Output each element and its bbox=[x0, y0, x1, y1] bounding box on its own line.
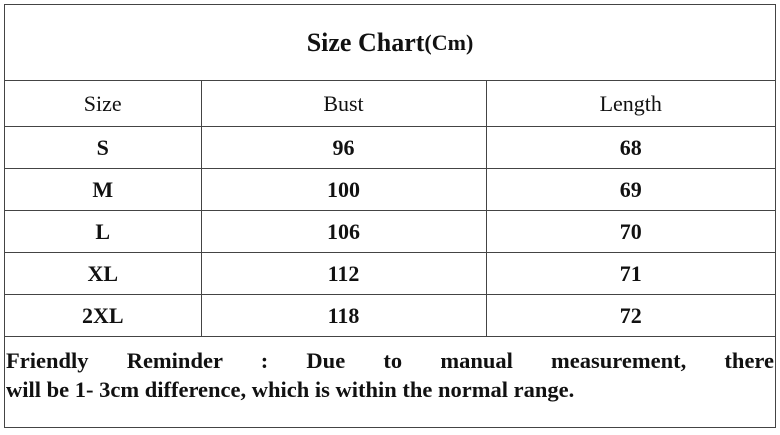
table-row: 2XL 118 72 bbox=[5, 294, 775, 337]
cell-bust: 112 bbox=[200, 252, 487, 295]
header-row: Size Bust Length bbox=[5, 81, 775, 127]
chart-title: Size Chart (Cm) bbox=[5, 5, 775, 81]
header-bust: Bust bbox=[200, 81, 487, 127]
cell-length: 68 bbox=[485, 126, 775, 169]
cell-size: 2XL bbox=[5, 294, 202, 337]
reminder-line-1: Friendly Reminder : Due to manual measur… bbox=[6, 348, 774, 373]
cell-length: 71 bbox=[485, 252, 775, 295]
title-text: Size Chart bbox=[306, 27, 425, 57]
cell-bust: 106 bbox=[200, 210, 487, 253]
cell-size: XL bbox=[5, 252, 202, 295]
cell-bust: 100 bbox=[200, 168, 487, 211]
table-row: XL 112 71 bbox=[5, 252, 775, 295]
cell-length: 69 bbox=[485, 168, 775, 211]
cell-size: L bbox=[5, 210, 202, 253]
reminder-line-2: will be 1- 3cm difference, which is with… bbox=[6, 377, 575, 402]
table-row: M 100 69 bbox=[5, 168, 775, 211]
size-chart: Size Chart (Cm) Size Bust Length S 96 68 M 10… bbox=[4, 4, 776, 428]
cell-bust: 96 bbox=[200, 126, 487, 169]
cell-length: 70 bbox=[485, 210, 775, 253]
header-size: Size bbox=[5, 81, 202, 127]
table-row: L 106 70 bbox=[5, 210, 775, 253]
header-length: Length bbox=[485, 81, 775, 127]
cell-size: M bbox=[5, 168, 202, 211]
cell-size: S bbox=[5, 126, 202, 169]
friendly-reminder: Friendly Reminder : Due to manual measur… bbox=[6, 346, 774, 404]
size-table: Size Bust Length S 96 68 M 100 69 L 106 70 XL 112 7… bbox=[5, 81, 775, 337]
cell-length: 72 bbox=[485, 294, 775, 337]
title-unit: (Cm) bbox=[424, 29, 474, 55]
cell-bust: 118 bbox=[200, 294, 487, 337]
table-row: S 96 68 bbox=[5, 126, 775, 169]
